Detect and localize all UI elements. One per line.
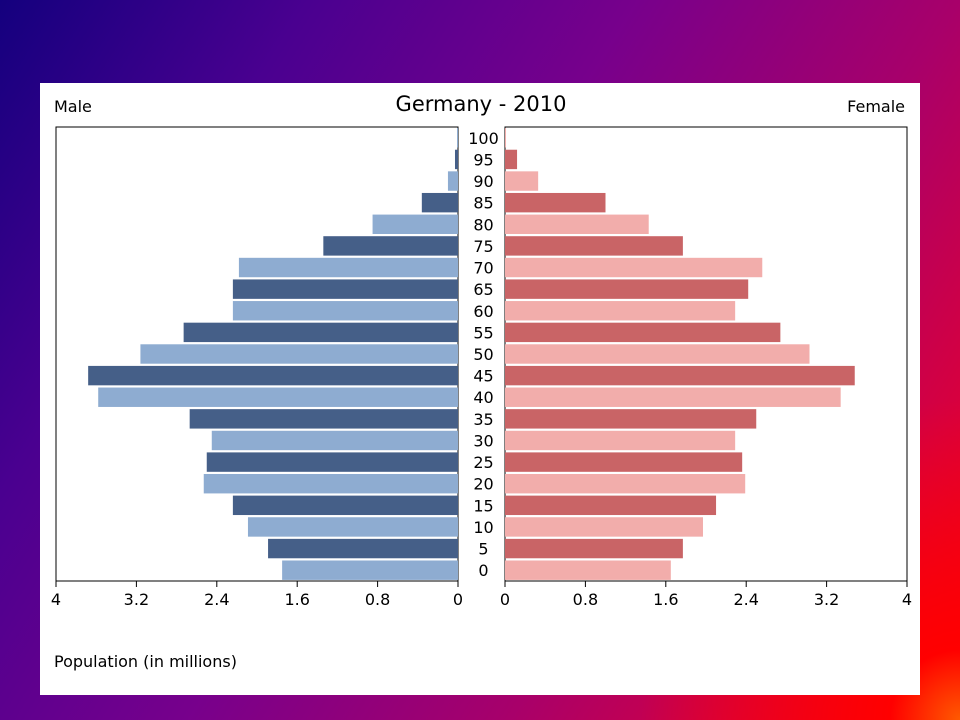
age-label-15: 15 (473, 496, 493, 515)
male-bar-95 (455, 150, 458, 169)
population-pyramid-panel: Germany - 2010 Male Female Population (i… (40, 83, 920, 695)
male-tick-label: 1.6 (284, 590, 309, 609)
age-label-10: 10 (473, 518, 493, 537)
female-bar-30 (505, 431, 735, 450)
age-label-20: 20 (473, 475, 493, 494)
male-label: Male (54, 97, 92, 116)
age-label-80: 80 (473, 215, 493, 234)
male-bar-50 (140, 344, 458, 363)
female-bar-20 (505, 474, 745, 493)
female-tick-label: 0 (500, 590, 510, 609)
female-bar-25 (505, 452, 742, 471)
chart-title: Germany - 2010 (396, 92, 567, 116)
female-tick-label: 0.8 (573, 590, 598, 609)
male-bar-25 (207, 452, 458, 471)
male-bar-75 (323, 236, 458, 255)
male-tick-label: 0 (453, 590, 463, 609)
female-tick-label: 3.2 (814, 590, 839, 609)
age-label-40: 40 (473, 388, 493, 407)
female-bar-35 (505, 409, 756, 428)
male-bar-45 (88, 366, 458, 385)
female-bar-60 (505, 301, 735, 320)
female-bar-40 (505, 388, 841, 407)
male-bar-85 (422, 193, 458, 212)
age-label-60: 60 (473, 302, 493, 321)
male-bar-65 (233, 279, 458, 298)
female-bar-10 (505, 517, 703, 536)
female-tick-label: 1.6 (653, 590, 678, 609)
male-bar-70 (239, 258, 458, 277)
population-pyramid-chart: Germany - 2010 Male Female Population (i… (40, 83, 920, 695)
male-bar-55 (184, 323, 458, 342)
male-bar-5 (268, 539, 458, 558)
female-bar-95 (505, 150, 517, 169)
age-label-0: 0 (478, 561, 488, 580)
male-bar-0 (282, 560, 458, 579)
male-bar-100 (457, 128, 458, 147)
female-bar-80 (505, 215, 649, 234)
female-bar-50 (505, 344, 810, 363)
male-bar-30 (212, 431, 458, 450)
bars-layer (88, 128, 855, 580)
age-label-75: 75 (473, 237, 493, 256)
age-label-55: 55 (473, 323, 493, 342)
age-label-70: 70 (473, 259, 493, 278)
male-tick-label: 2.4 (204, 590, 229, 609)
female-tick-label: 2.4 (733, 590, 758, 609)
male-bar-60 (233, 301, 458, 320)
male-bar-20 (204, 474, 458, 493)
female-bar-65 (505, 279, 748, 298)
male-tick-label: 0.8 (365, 590, 390, 609)
female-bar-15 (505, 496, 716, 515)
age-label-90: 90 (473, 172, 493, 191)
female-bar-5 (505, 539, 683, 558)
male-bar-40 (98, 388, 458, 407)
male-tick-label: 3.2 (124, 590, 149, 609)
age-labels: 1009590858075706560555045403530252015105… (468, 129, 499, 580)
x-axis-label: Population (in millions) (54, 652, 237, 671)
male-bar-90 (448, 171, 458, 190)
female-label: Female (847, 97, 905, 116)
age-label-45: 45 (473, 367, 493, 386)
female-bar-85 (505, 193, 606, 212)
male-tick-label: 4 (51, 590, 61, 609)
female-bar-100 (505, 128, 506, 147)
female-bar-75 (505, 236, 683, 255)
age-label-25: 25 (473, 453, 493, 472)
age-label-95: 95 (473, 150, 493, 169)
age-label-85: 85 (473, 194, 493, 213)
female-bar-70 (505, 258, 762, 277)
x-axis-ticks: 4 3.2 2.4 1.6 0.8 0 0 0.8 1.6 2.4 3.2 4 (51, 581, 912, 609)
male-bar-80 (373, 215, 458, 234)
age-label-100: 100 (468, 129, 499, 148)
female-bar-90 (505, 171, 538, 190)
age-label-35: 35 (473, 410, 493, 429)
female-bar-55 (505, 323, 780, 342)
male-bar-10 (248, 517, 458, 536)
female-tick-label: 4 (902, 590, 912, 609)
age-label-30: 30 (473, 431, 493, 450)
male-bar-15 (233, 496, 458, 515)
age-label-5: 5 (478, 540, 488, 559)
male-bar-35 (190, 409, 458, 428)
female-bar-45 (505, 366, 855, 385)
age-label-50: 50 (473, 345, 493, 364)
female-bar-0 (505, 560, 671, 579)
age-label-65: 65 (473, 280, 493, 299)
